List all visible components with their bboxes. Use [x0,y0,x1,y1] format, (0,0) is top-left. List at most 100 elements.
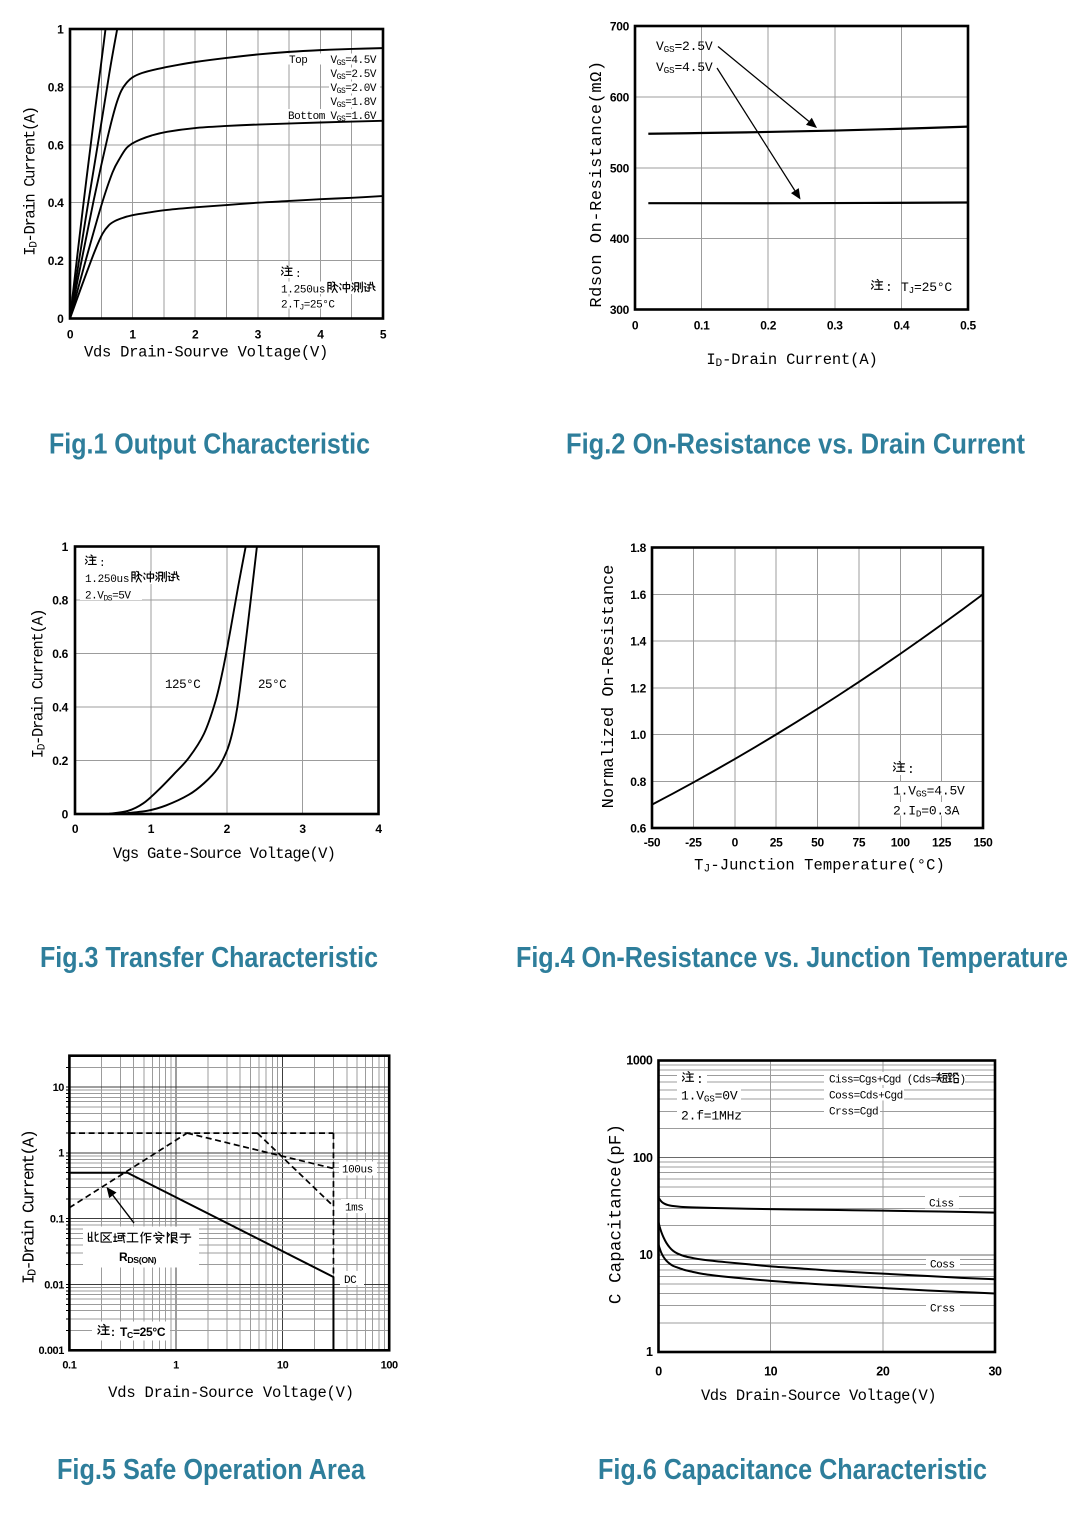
svg-text:100: 100 [891,836,911,850]
svg-text:3: 3 [299,822,306,836]
svg-text:DC: DC [344,1275,357,1287]
svg-text:2: 2 [192,328,199,342]
svg-text:Vds Drain-Source Voltage(V): Vds Drain-Source Voltage(V) [701,1387,936,1405]
svg-text:1.0: 1.0 [630,728,646,742]
svg-text:1.2: 1.2 [630,681,646,695]
svg-text:Vds Drain-Sourve Voltage(V): Vds Drain-Sourve Voltage(V) [84,344,328,362]
svg-text:0.8: 0.8 [48,80,64,94]
svg-text:600: 600 [610,90,630,104]
svg-text:2.ID=0.3A: 2.ID=0.3A [893,804,960,820]
svg-text:Top: Top [289,55,307,67]
svg-text:TC=25°C: TC=25°C [120,1325,166,1340]
svg-text:100: 100 [633,1151,653,1165]
svg-text:0.6: 0.6 [52,647,68,661]
svg-text:2.VDS=5V: 2.VDS=5V [85,591,131,604]
svg-text:300: 300 [610,303,630,317]
svg-text:500: 500 [610,161,630,175]
svg-text:Normalized On-Resistance: Normalized On-Resistance [600,565,619,809]
svg-text:4: 4 [317,328,324,342]
svg-text:25: 25 [770,836,783,850]
svg-text:ID-Drain Current(A): ID-Drain Current(A) [20,1131,40,1284]
svg-text:1: 1 [129,328,136,342]
svg-text:1: 1 [62,540,69,554]
svg-text:150: 150 [973,836,993,850]
svg-text:1.250us: 1.250us [281,285,325,297]
svg-text::: : [907,762,915,777]
svg-text:0.1: 0.1 [62,1360,76,1372]
svg-text:2.f=1MHz: 2.f=1MHz [681,1109,742,1124]
svg-text:400: 400 [610,232,630,246]
svg-text:-25: -25 [685,836,702,850]
svg-text:Rdson On-Resistance(mΩ): Rdson On-Resistance(mΩ) [588,60,607,307]
svg-text:Bottom: Bottom [288,111,326,123]
svg-text:4: 4 [375,822,382,836]
svg-text:100: 100 [381,1360,398,1372]
svg-text:1: 1 [58,1148,64,1160]
svg-text:25°C: 25°C [258,678,286,692]
svg-text:20: 20 [876,1365,890,1379]
svg-text::: : [696,1072,704,1087]
svg-text:0: 0 [67,328,74,342]
svg-text:10: 10 [53,1082,65,1094]
svg-text:Coss=Cds+Cgd: Coss=Cds+Cgd [829,1091,903,1103]
svg-text:VGS=1.6V: VGS=1.6V [331,111,377,124]
svg-text:0.4: 0.4 [52,701,68,715]
svg-text:0.6: 0.6 [630,822,646,836]
svg-text:30: 30 [988,1365,1002,1379]
svg-text:0.8: 0.8 [630,775,646,789]
svg-text:1.VGS=0V: 1.VGS=0V [681,1089,738,1105]
svg-text::: : [99,558,105,570]
svg-text:1.6: 1.6 [630,588,646,602]
svg-text:10: 10 [639,1248,653,1262]
svg-text:Fig.5 Safe Operation Area: Fig.5 Safe Operation Area [57,1454,366,1486]
svg-text:Crss: Crss [930,1304,955,1316]
svg-text:ID-Drain Current(A): ID-Drain Current(A) [706,351,877,370]
svg-text:700: 700 [610,20,630,34]
svg-text:TJ=25°C: TJ=25°C [901,280,952,296]
svg-text:Fig.1 Output Characteristic: Fig.1 Output Characteristic [49,429,370,461]
svg-text:1ms: 1ms [345,1203,363,1215]
svg-text:Vgs Gate-Source Voltage(V): Vgs Gate-Source Voltage(V) [113,845,335,863]
svg-text:VGS=4.5V: VGS=4.5V [331,55,377,68]
svg-text:0.4: 0.4 [48,196,64,210]
svg-text:75: 75 [853,836,866,850]
svg-text:1.VGS=4.5V: 1.VGS=4.5V [893,784,965,800]
svg-text:ID-Drain Current(A): ID-Drain Current(A) [22,107,41,256]
svg-text:Fig.3 Transfer Characteristic: Fig.3 Transfer Characteristic [40,942,378,974]
svg-text:1.8: 1.8 [630,541,646,555]
svg-text:Fig.4 On-Resistance vs. Juncti: Fig.4 On-Resistance vs. Junction Tempera… [516,942,1068,974]
svg-text:0.5: 0.5 [960,319,976,333]
svg-text:0.6: 0.6 [48,138,64,152]
svg-text:0: 0 [732,836,739,850]
svg-text::: : [295,269,301,281]
svg-text:Ciss=Cgs+Cgd (Cds=: Ciss=Cgs+Cgd (Cds= [829,1075,937,1087]
svg-text:VGS=2.0V: VGS=2.0V [331,83,377,96]
svg-text:C Capacitance(pF): C Capacitance(pF) [607,1124,627,1304]
svg-text:10: 10 [277,1360,289,1372]
svg-text:Fig.6 Capacitance Characterist: Fig.6 Capacitance Characteristic [598,1454,987,1486]
svg-text:Crss=Cgd: Crss=Cgd [829,1107,878,1119]
svg-text:0: 0 [57,312,64,326]
svg-text:1: 1 [148,822,155,836]
svg-text:0.8: 0.8 [52,594,68,608]
svg-text:-50: -50 [644,836,661,850]
svg-text:TJ-Junction Temperature(°C): TJ-Junction Temperature(°C) [694,857,945,876]
svg-text:0.1: 0.1 [694,319,710,333]
svg-text:Coss: Coss [930,1260,955,1272]
svg-text:VGS=1.8V: VGS=1.8V [331,97,377,110]
svg-text:Vds Drain-Source Voltage(V): Vds Drain-Source Voltage(V) [108,1384,354,1402]
svg-text:): ) [960,1075,966,1087]
svg-text:ID-Drain Current(A): ID-Drain Current(A) [30,610,49,759]
svg-text:125°C: 125°C [165,678,200,692]
svg-text:1.250us: 1.250us [85,574,129,586]
svg-text:VGS=2.5V: VGS=2.5V [331,69,377,82]
svg-text:0: 0 [632,319,639,333]
svg-text:0: 0 [72,822,79,836]
svg-text:Ciss: Ciss [929,1199,954,1211]
svg-text:Fig.2 On-Resistance vs. Drain: Fig.2 On-Resistance vs. Drain Current [566,429,1025,461]
svg-text::: : [885,280,893,295]
svg-text:0.01: 0.01 [44,1279,64,1291]
svg-text:2: 2 [224,822,231,836]
svg-text:2.TJ=25°C: 2.TJ=25°C [281,300,335,313]
svg-text:1: 1 [57,23,64,37]
